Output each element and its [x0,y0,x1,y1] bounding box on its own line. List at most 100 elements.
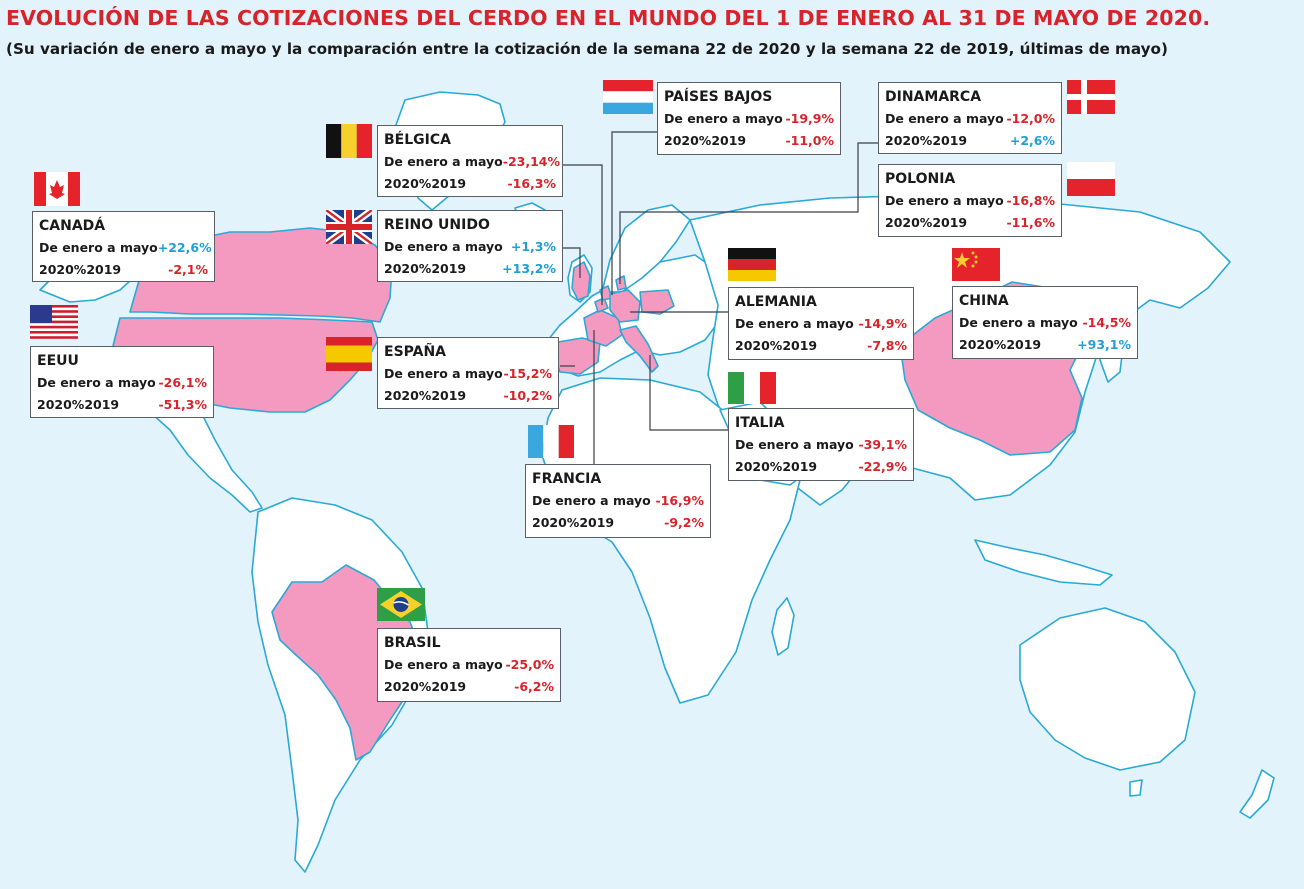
yoy-label: 2020%2019 [384,388,467,403]
country-box-paises-bajos: PAÍSES BAJOS De enero a mayo -19,9% 2020%… [657,82,841,155]
indonesia-land [974,539,1113,586]
yoy-value: -6,2% [514,679,554,694]
country-box-francia: FRANCIA De enero a mayo -16,9% 2020%2019 -… [525,464,711,538]
country-box-alemania: ALEMANIA De enero a mayo -14,9% 2020%2019… [728,287,914,360]
period-label: De enero a mayo [735,316,854,331]
usa-flag [30,305,78,339]
yoy-value: +2,6% [1009,133,1055,148]
period-label: De enero a mayo [885,193,1004,208]
period-value: -14,9% [858,316,907,331]
italia-leader [649,355,730,431]
period-value: -14,5% [1082,315,1131,330]
uk-flag [326,210,372,244]
page-title: EVOLUCIÓN DE LAS COTIZACIONES DEL CERDO … [6,6,1211,30]
country-name: CANADÁ [39,218,106,234]
country-box-canada: CANADÁ De enero a mayo +22,6% 2020%2019 -2… [32,211,215,282]
country-box-italia: ITALIA De enero a mayo -39,1% 2020%2019 -2… [728,408,914,481]
yoy-value: -9,2% [664,515,704,530]
period-value: -15,2% [503,366,552,381]
poland-flag [1067,162,1115,196]
yoy-value: +93,1% [1077,337,1131,352]
period-value: -16,9% [655,493,704,508]
country-box-espana: ESPAÑA De enero a mayo -15,2% 2020%2019 -1… [377,337,559,409]
country-name: BÉLGICA [384,132,451,148]
period-value: -23,14% [502,154,561,169]
reino-unido-leader [563,247,581,278]
period-label: De enero a mayo [959,315,1078,330]
country-box-dinamarca: DINAMARCA De enero a mayo -12,0% 2020%201… [878,82,1062,154]
australia-land [1019,607,1196,771]
germany-shape [609,289,641,323]
yoy-value: -7,8% [867,338,907,353]
country-box-brasil: BRASIL De enero a mayo -25,0% 2020%2019 -6… [377,628,561,702]
madagascar-land [771,597,795,656]
country-name: ITALIA [735,415,785,431]
denmark-flag [1067,80,1115,114]
belgium-flag [326,124,372,158]
country-name: DINAMARCA [885,89,982,105]
yoy-label: 2020%2019 [384,679,467,694]
yoy-label: 2020%2019 [885,133,968,148]
yoy-label: 2020%2019 [885,215,968,230]
period-label: De enero a mayo [532,493,651,508]
brazil-flag [377,588,425,621]
yoy-value: -11,6% [1006,215,1055,230]
country-name: EEUU [37,353,79,369]
country-name: BRASIL [384,635,441,651]
italy-flag [728,372,776,404]
country-name: PAÍSES BAJOS [664,89,773,105]
period-label: De enero a mayo [37,375,156,390]
yoy-label: 2020%2019 [384,261,467,276]
yoy-label: 2020%2019 [959,337,1042,352]
country-box-polonia: POLONIA De enero a mayo -16,8% 2020%2019 -… [878,164,1062,237]
poland-shape [639,289,675,315]
period-label: De enero a mayo [384,657,503,672]
denmark-shape [615,275,627,291]
country-name: POLONIA [885,171,956,187]
paises-bajos-leader [611,131,657,295]
period-value: -26,1% [158,375,207,390]
dinamarca-leader [619,142,878,284]
yoy-value: -11,0% [785,133,834,148]
yoy-label: 2020%2019 [39,262,122,277]
country-name: ESPAÑA [384,344,447,360]
country-box-eeuu: EEUU De enero a mayo -26,1% 2020%2019 -51,… [30,346,214,418]
france-flag [528,425,574,458]
china-flag [952,248,1000,281]
yoy-value: -16,3% [507,176,556,191]
new-zealand-land [1239,769,1275,819]
period-label: De enero a mayo [384,239,503,254]
yoy-label: 2020%2019 [532,515,615,530]
yoy-label: 2020%2019 [37,397,120,412]
period-value: +22,6% [157,240,212,255]
period-label: De enero a mayo [384,366,503,381]
country-name: ALEMANIA [735,294,817,310]
country-box-reino-unido: REINO UNIDO De enero a mayo +1,3% 2020%20… [377,210,563,282]
tasmania-land [1129,779,1143,797]
period-label: De enero a mayo [384,154,503,169]
page-subtitle: (Su variación de enero a mayo y la compa… [6,40,1168,58]
period-label: De enero a mayo [885,111,1004,126]
period-label: De enero a mayo [735,437,854,452]
country-box-china: CHINA De enero a mayo -14,5% 2020%2019 +93… [952,286,1138,359]
period-label: De enero a mayo [39,240,158,255]
country-box-belgica: BÉLGICA De enero a mayo -23,14% 2020%2019… [377,125,563,197]
yoy-label: 2020%2019 [735,338,818,353]
germany-flag [728,248,776,281]
spain-flag [326,337,372,371]
yoy-value: -10,2% [503,388,552,403]
yoy-value: -2,1% [168,262,208,277]
period-value: -16,8% [1006,193,1055,208]
yoy-label: 2020%2019 [384,176,467,191]
belgica-leader [563,164,603,305]
uk-shape [571,261,591,301]
canada-flag [34,172,80,206]
period-value: -39,1% [858,437,907,452]
period-value: +1,3% [510,239,556,254]
yoy-value: -51,3% [158,397,207,412]
country-name: FRANCIA [532,471,602,487]
period-value: -19,9% [785,111,834,126]
period-value: -12,0% [1006,111,1055,126]
italy-shape [619,325,659,373]
